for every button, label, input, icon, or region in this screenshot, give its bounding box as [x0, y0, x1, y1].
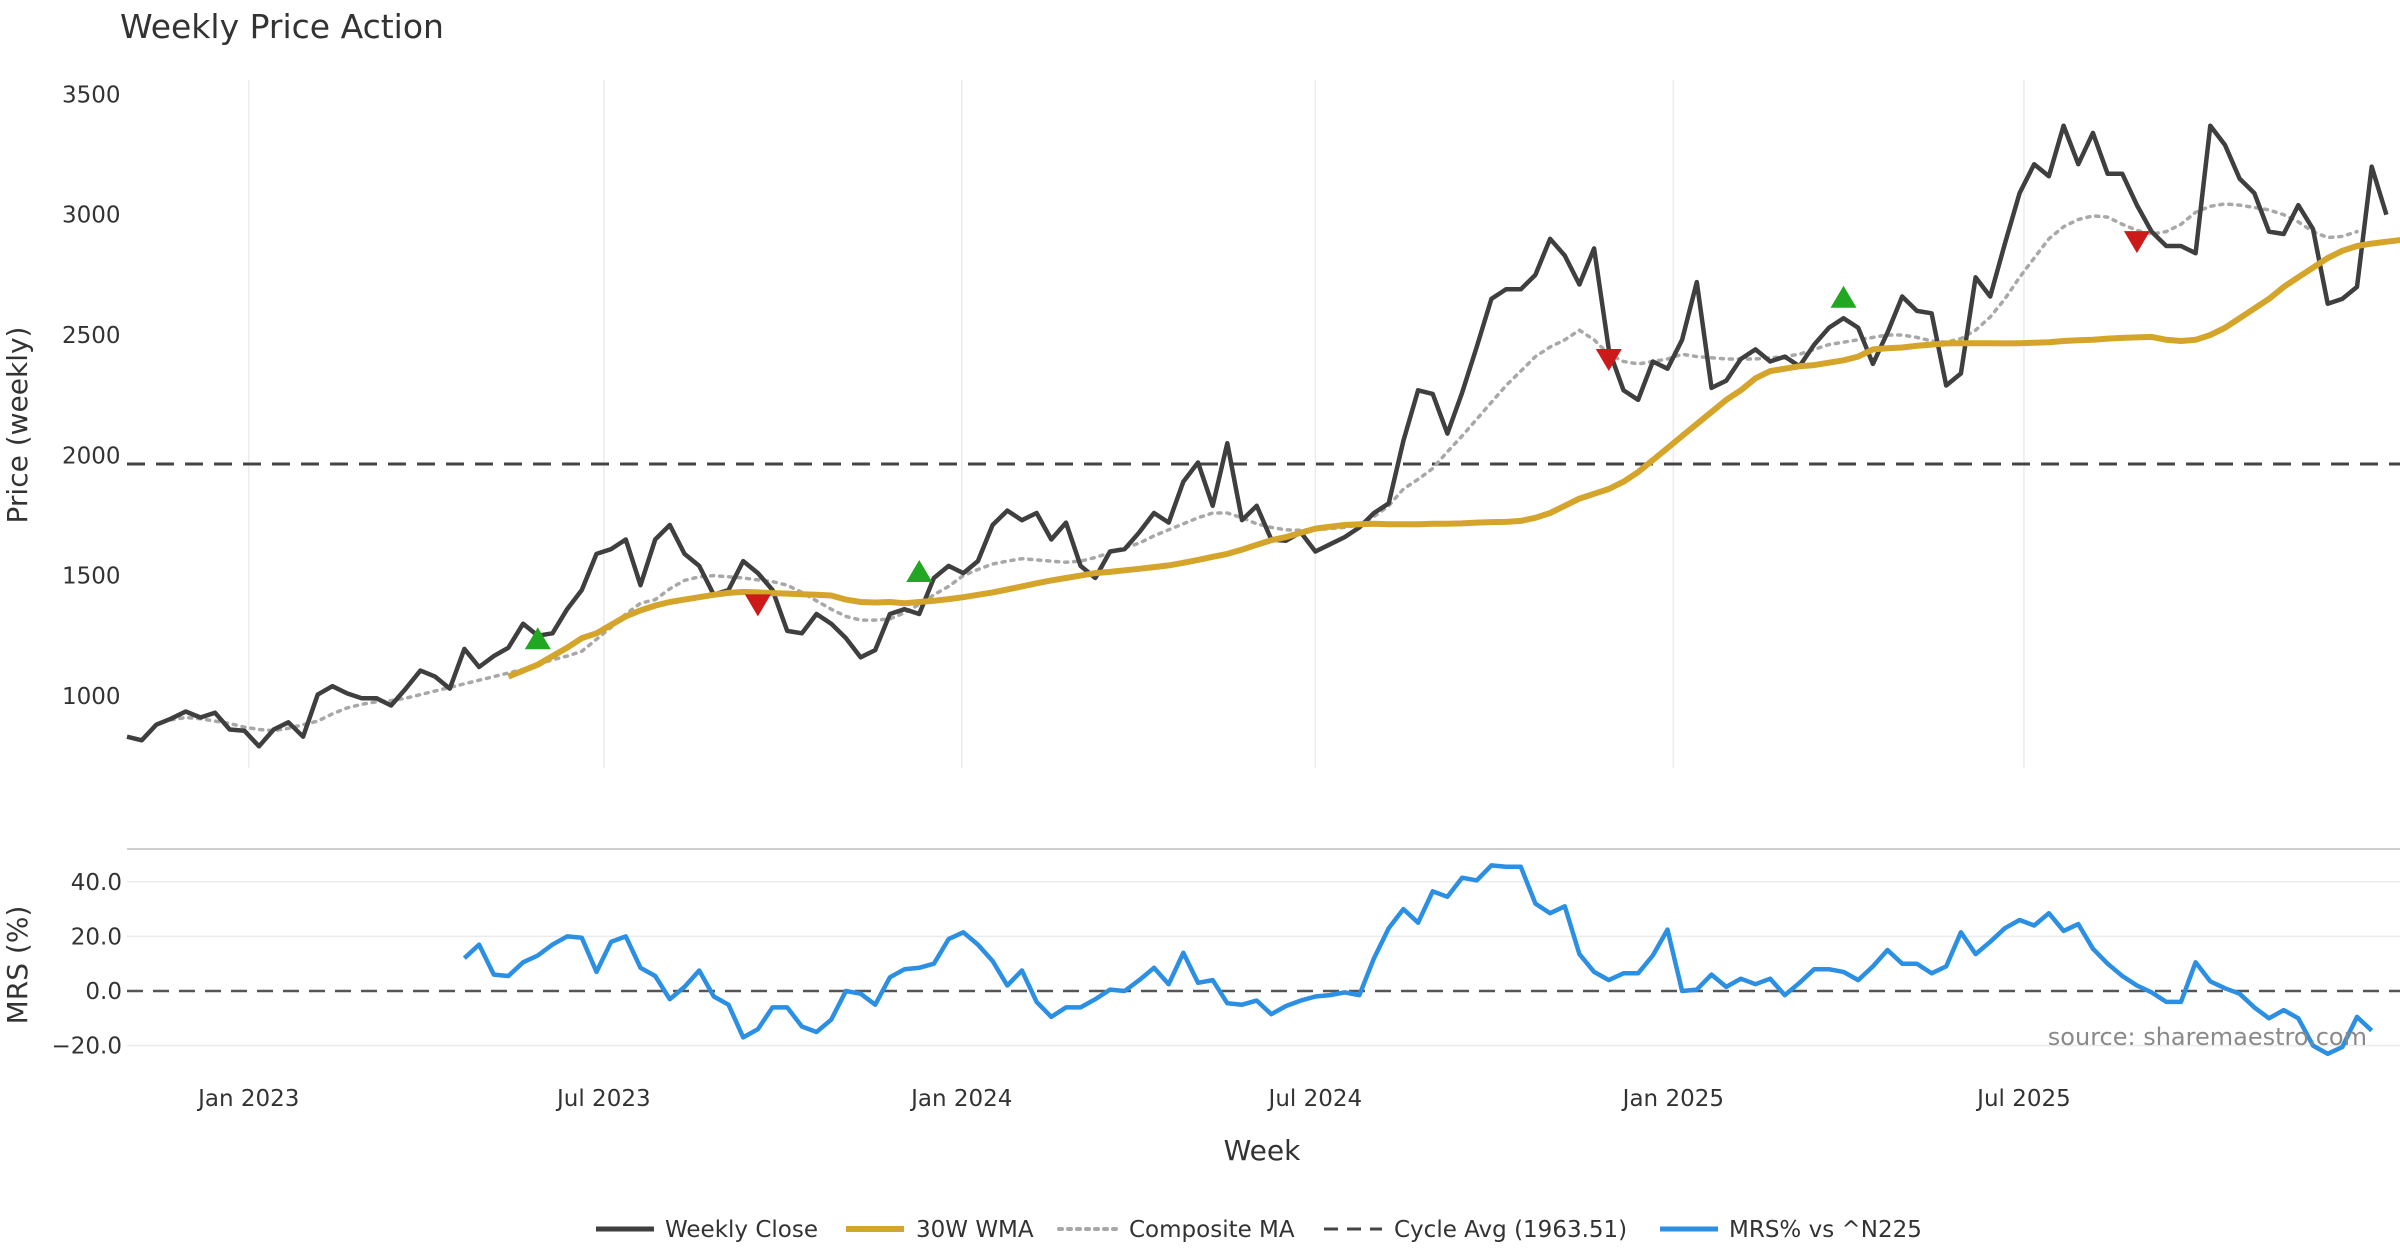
source-note: source: sharemaestro.com: [2048, 1023, 2367, 1051]
legend-label-mrs: MRS% vs ^N225: [1729, 1217, 1922, 1243]
price-y-tick-3500: 3500: [62, 82, 121, 108]
series-line-mrs: [462, 863, 2374, 1057]
legend-label-weekly-close: Weekly Close: [665, 1217, 818, 1243]
price-y-tick-1500: 1500: [62, 564, 121, 590]
sell-signal-marker-1: [744, 594, 771, 617]
price-y-ticks: 1000 1500 2000 2500 3000 3500: [62, 82, 121, 709]
chart-title: Weekly Price Action: [120, 7, 444, 46]
buy-signal-marker-2: [906, 559, 933, 582]
buy-signal-marker-4: [1830, 285, 1857, 308]
mrs-grid: [127, 881, 2400, 1047]
mrs-y-axis-label: MRS (%): [1, 906, 34, 1025]
x-tick-jan-2023: Jan 2023: [196, 1086, 299, 1112]
price-y-tick-2000: 2000: [62, 443, 121, 469]
legend-label-30w-wma: 30W WMA: [916, 1217, 1034, 1243]
sell-signal-marker-3: [1595, 349, 1622, 372]
x-tick-jan-2024: Jan 2024: [909, 1086, 1012, 1112]
price-y-tick-2500: 2500: [62, 323, 121, 349]
series-line-weekly-close: [126, 123, 2389, 749]
price-panel: 1000 1500 2000 2500 3000 3500 Price (weekly): [1, 80, 2400, 768]
mrs-y-tick-2: 20.0: [71, 924, 122, 950]
mrs-y-tick-3: 40.0: [71, 870, 122, 896]
signal-markers: [524, 231, 2150, 650]
x-tick-jan-2025: Jan 2025: [1621, 1086, 1724, 1112]
legend: Weekly Close 30W WMA Composite MA Cycle …: [596, 1217, 1922, 1243]
buy-signal-marker-0: [524, 627, 551, 650]
series-line-30w-wma: [507, 237, 2400, 680]
x-tick-jul-2023: Jul 2023: [555, 1086, 651, 1112]
mrs-y-tick-0: −20.0: [52, 1034, 122, 1060]
sell-signal-marker-5: [2123, 231, 2150, 254]
x-axis-ticks: Jan 2023 Jul 2023 Jan 2024 Jul 2024 Jan 2025…: [196, 1086, 2071, 1112]
price-y-tick-1000: 1000: [62, 684, 121, 710]
x-tick-jul-2025: Jul 2025: [1975, 1086, 2071, 1112]
mrs-y-ticks: −20.0 0.0 20.0 40.0: [52, 870, 122, 1060]
x-tick-jul-2024: Jul 2024: [1267, 1086, 1363, 1112]
legend-label-composite-ma: Composite MA: [1129, 1217, 1295, 1243]
x-axis-label: Week: [1224, 1134, 1301, 1167]
price-y-axis-label: Price (weekly): [1, 327, 34, 524]
mrs-series: [462, 863, 2374, 1057]
legend-label-cycle-avg: Cycle Avg (1963.51): [1394, 1217, 1627, 1243]
mrs-panel: −20.0 0.0 20.0 40.0 MRS (%) source: sharema…: [1, 863, 2400, 1060]
price-series: [126, 123, 2400, 749]
price-y-tick-3000: 3000: [62, 203, 121, 229]
mrs-y-tick-1: 0.0: [85, 979, 122, 1005]
price-grid: [248, 80, 2025, 768]
